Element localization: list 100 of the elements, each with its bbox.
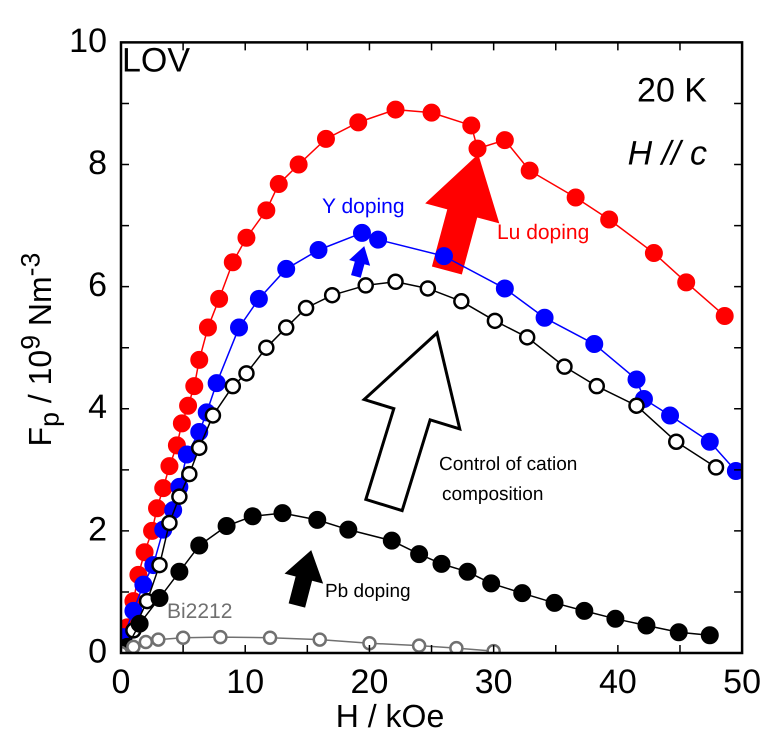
point bbox=[422, 104, 441, 122]
x-tick-label: 0 bbox=[112, 662, 130, 701]
point bbox=[179, 396, 198, 415]
point bbox=[290, 156, 308, 174]
point bbox=[298, 300, 314, 316]
point bbox=[661, 406, 680, 424]
point bbox=[556, 358, 573, 375]
point bbox=[190, 422, 208, 441]
point bbox=[668, 433, 685, 450]
point bbox=[628, 397, 645, 414]
point bbox=[700, 626, 719, 644]
point bbox=[585, 335, 604, 354]
point bbox=[453, 293, 470, 310]
point bbox=[185, 377, 204, 396]
point bbox=[316, 130, 335, 148]
point bbox=[644, 244, 663, 262]
point bbox=[546, 594, 564, 612]
point bbox=[310, 241, 328, 260]
point bbox=[198, 318, 217, 337]
series-label: Bi2212 bbox=[167, 600, 232, 623]
point bbox=[154, 479, 172, 498]
point bbox=[238, 365, 255, 382]
point bbox=[134, 576, 152, 594]
point bbox=[278, 319, 294, 336]
point bbox=[148, 499, 166, 518]
y-tick-label: 4 bbox=[88, 388, 107, 426]
point bbox=[462, 116, 480, 134]
annotation: LOV bbox=[122, 41, 190, 80]
point bbox=[482, 574, 500, 592]
point bbox=[176, 630, 190, 645]
point bbox=[369, 230, 388, 249]
point bbox=[172, 414, 191, 432]
point bbox=[420, 280, 436, 297]
point bbox=[213, 630, 228, 644]
point bbox=[277, 260, 296, 278]
point bbox=[449, 640, 464, 653]
point bbox=[496, 279, 514, 298]
point bbox=[130, 614, 149, 633]
point bbox=[136, 543, 154, 562]
point bbox=[257, 201, 276, 220]
point bbox=[566, 188, 585, 206]
point bbox=[161, 514, 178, 532]
point bbox=[468, 140, 487, 158]
point bbox=[716, 306, 734, 325]
point bbox=[432, 554, 450, 573]
point bbox=[606, 610, 624, 628]
point bbox=[700, 432, 719, 451]
x-tick-label: 30 bbox=[474, 662, 513, 701]
point bbox=[178, 446, 196, 464]
point bbox=[357, 277, 374, 294]
point bbox=[273, 504, 292, 522]
point bbox=[339, 520, 358, 539]
point bbox=[708, 459, 724, 476]
y-tick-label: 2 bbox=[88, 510, 107, 548]
y-tick-label: 10 bbox=[69, 22, 107, 60]
point bbox=[536, 308, 554, 327]
series-label: Pb doping bbox=[325, 581, 411, 602]
point bbox=[210, 290, 228, 308]
point bbox=[496, 131, 514, 150]
point bbox=[308, 510, 326, 529]
point bbox=[312, 632, 327, 647]
point bbox=[677, 273, 696, 292]
y-tick-label: 6 bbox=[88, 266, 107, 304]
point bbox=[600, 210, 618, 228]
point bbox=[386, 100, 405, 119]
point bbox=[191, 440, 208, 456]
point bbox=[204, 407, 222, 424]
annotation: H // c bbox=[628, 134, 707, 172]
x-axis-title: H / kOe bbox=[336, 698, 444, 734]
point bbox=[190, 536, 208, 555]
point bbox=[324, 286, 340, 304]
point bbox=[181, 466, 198, 482]
point bbox=[518, 329, 536, 346]
point bbox=[434, 247, 453, 266]
point bbox=[637, 616, 656, 635]
point bbox=[224, 378, 242, 394]
y-tick-label: 0 bbox=[88, 632, 107, 670]
point bbox=[362, 636, 377, 650]
point bbox=[513, 584, 532, 602]
point bbox=[352, 224, 371, 242]
point bbox=[190, 350, 208, 369]
point bbox=[412, 638, 426, 653]
point bbox=[151, 556, 168, 574]
x-tick-label: 50 bbox=[723, 662, 762, 701]
point bbox=[250, 290, 268, 308]
y-tick-label: 8 bbox=[88, 144, 107, 182]
point bbox=[244, 507, 262, 526]
point bbox=[171, 488, 188, 505]
point bbox=[237, 228, 256, 247]
annotation: 20 K bbox=[637, 71, 708, 110]
point bbox=[410, 545, 428, 564]
point bbox=[258, 339, 275, 356]
point bbox=[387, 274, 404, 290]
point bbox=[150, 589, 169, 608]
point bbox=[138, 634, 154, 650]
point bbox=[628, 370, 646, 388]
point bbox=[208, 374, 226, 392]
point bbox=[218, 516, 236, 535]
x-tick-label: 10 bbox=[226, 662, 264, 701]
point bbox=[160, 457, 178, 476]
